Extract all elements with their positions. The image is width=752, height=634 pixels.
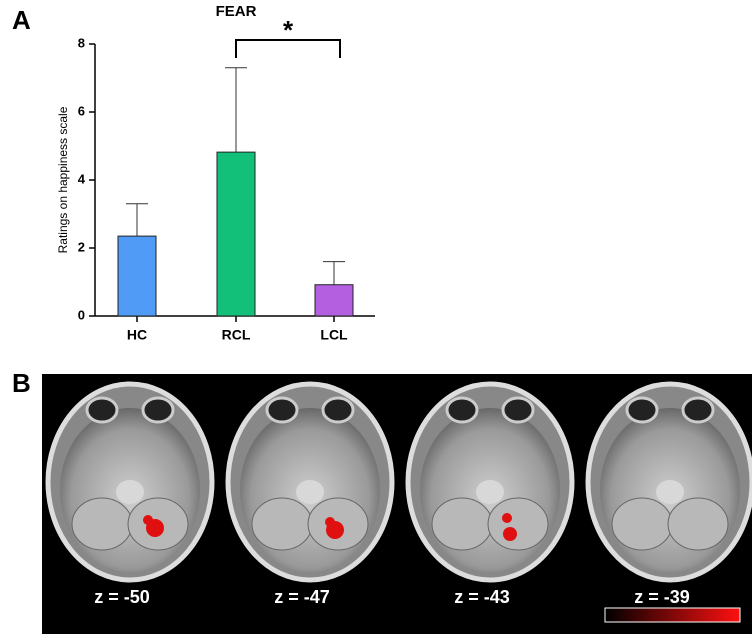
y-tick-label: 4 [78, 171, 86, 186]
brain-slice [405, 381, 575, 583]
significance-label: * [283, 15, 294, 45]
brain-slice [585, 381, 752, 583]
chart-title: FEAR [216, 3, 257, 20]
slice-label: z = -47 [274, 587, 330, 607]
activation [503, 527, 517, 541]
slice-label: z = -43 [454, 587, 510, 607]
bar [216, 151, 256, 317]
brainstem [296, 480, 324, 504]
eye [681, 396, 715, 424]
x-tick-label: RCL [222, 327, 251, 343]
activation [502, 513, 512, 523]
y-tick-label: 0 [78, 307, 85, 322]
cerebellum [431, 497, 493, 551]
cerebellum [611, 497, 673, 551]
x-tick-label: HC [127, 327, 147, 343]
y-axis-label: Ratings on happiness scale [56, 106, 70, 253]
eye [141, 396, 175, 424]
activation [325, 517, 335, 527]
cerebellum [251, 497, 313, 551]
significance-bracket [235, 39, 341, 58]
brainstem [116, 480, 144, 504]
y-tick-label: 8 [78, 35, 85, 50]
bar [117, 235, 157, 317]
panel-label: A [12, 5, 31, 35]
brainstem [476, 480, 504, 504]
bar [314, 284, 354, 317]
eye [625, 396, 659, 424]
eye [85, 396, 119, 424]
brain-slice [225, 381, 395, 583]
cerebellum [667, 497, 729, 551]
eye [321, 396, 355, 424]
x-tick-label: LCL [320, 327, 348, 343]
slice-label: z = -39 [634, 587, 690, 607]
activation [143, 515, 153, 525]
y-tick-label: 6 [78, 103, 85, 118]
cerebellum [71, 497, 133, 551]
brain-slice [45, 381, 215, 583]
color-bar [604, 607, 741, 623]
brainstem [656, 480, 684, 504]
y-tick-label: 2 [78, 239, 85, 254]
eye [445, 396, 479, 424]
eye [501, 396, 535, 424]
slice-label: z = -50 [94, 587, 150, 607]
panel-label: B [12, 368, 31, 398]
eye [265, 396, 299, 424]
cerebellum [487, 497, 549, 551]
